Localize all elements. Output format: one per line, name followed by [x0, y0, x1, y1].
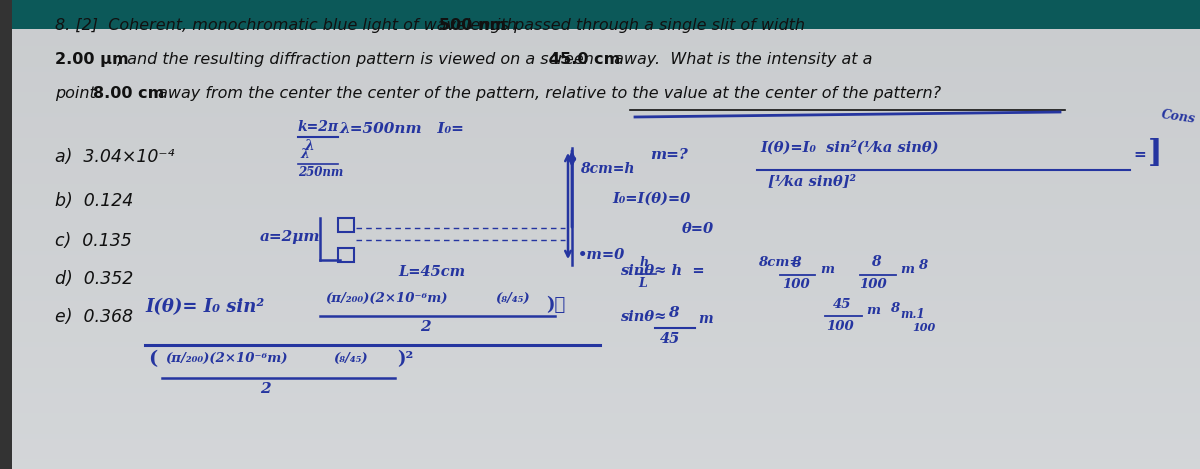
Text: 250nm: 250nm [298, 166, 343, 179]
Text: 100: 100 [912, 322, 935, 333]
Text: m=?: m=? [650, 148, 688, 162]
Text: m: m [820, 263, 834, 276]
Text: θ=0: θ=0 [682, 222, 714, 236]
Text: 8. [2]  Coherent, monochromatic blue light of wavelength: 8. [2] Coherent, monochromatic blue ligh… [55, 18, 522, 33]
Text: h: h [640, 256, 649, 269]
Text: 8: 8 [667, 306, 678, 320]
Text: (: ( [148, 350, 157, 368]
Text: L: L [638, 277, 647, 290]
Text: 8.00 cm: 8.00 cm [94, 86, 164, 101]
Text: 8cm=h: 8cm=h [580, 162, 635, 176]
Bar [338, 218, 354, 232]
Text: (π/₂₀₀)(2×10⁻⁶m): (π/₂₀₀)(2×10⁻⁶m) [166, 352, 288, 365]
Text: b)  0.124: b) 0.124 [55, 192, 133, 210]
Text: 8cm=: 8cm= [758, 256, 800, 269]
Text: λ: λ [305, 139, 314, 153]
Text: ]: ] [1148, 138, 1163, 169]
Text: point: point [55, 86, 101, 101]
Text: •m=0: •m=0 [578, 248, 625, 262]
Text: )⎸: )⎸ [546, 296, 565, 314]
Text: 8: 8 [890, 302, 899, 315]
Text: 2: 2 [259, 382, 270, 396]
Text: λ: λ [300, 148, 308, 161]
Text: I₀=I(θ)=0: I₀=I(θ)=0 [612, 192, 690, 206]
Text: (π/₂₀₀)(2×10⁻⁶m): (π/₂₀₀)(2×10⁻⁶m) [325, 292, 448, 305]
Text: )²: )² [397, 350, 413, 368]
Text: c)  0.135: c) 0.135 [55, 232, 132, 250]
Text: I(θ)= I₀ sin²: I(θ)= I₀ sin² [145, 298, 264, 316]
Text: 500 nm: 500 nm [439, 18, 506, 33]
Text: 8: 8 [791, 256, 800, 270]
Text: e)  0.368: e) 0.368 [55, 308, 133, 326]
Text: away from the center the center of the pattern, relative to the value at the cen: away from the center the center of the p… [154, 86, 941, 101]
Text: a=2μm: a=2μm [260, 230, 320, 244]
Text: m: m [900, 263, 914, 276]
Text: 100: 100 [826, 320, 854, 333]
Text: away.  What is the intensity at a: away. What is the intensity at a [610, 52, 872, 67]
Text: is passed through a single slit of width: is passed through a single slit of width [491, 18, 805, 33]
Text: =: = [1133, 148, 1146, 162]
Text: (₈/₄₅): (₈/₄₅) [334, 352, 367, 365]
Text: 8: 8 [871, 255, 881, 269]
Text: 100: 100 [859, 278, 887, 291]
Text: 8: 8 [918, 259, 928, 272]
Text: λ=500nm   I₀=: λ=500nm I₀= [340, 122, 464, 136]
Text: [⅟ka sinθ]²: [⅟ka sinθ]² [768, 174, 856, 188]
Bar [338, 248, 354, 262]
Text: sinθ≈: sinθ≈ [620, 310, 666, 324]
Text: sinθ≈ h  =: sinθ≈ h = [620, 264, 704, 278]
Text: (₈/₄₅): (₈/₄₅) [496, 292, 529, 305]
Text: 100: 100 [782, 278, 810, 291]
Text: m.1: m.1 [900, 308, 925, 321]
Text: Cons: Cons [1160, 108, 1196, 126]
Text: 45: 45 [833, 298, 851, 311]
Text: 2.00 μm: 2.00 μm [55, 52, 128, 67]
Text: L=45cm: L=45cm [398, 265, 466, 279]
Text: m: m [866, 304, 880, 317]
Text: m: m [698, 312, 713, 326]
Text: 2: 2 [420, 320, 431, 334]
Text: 45.0 cm: 45.0 cm [550, 52, 620, 67]
Text: 45: 45 [660, 332, 680, 346]
Text: I(θ)=I₀  sin²(⅟ka sinθ): I(θ)=I₀ sin²(⅟ka sinθ) [760, 140, 938, 154]
Text: d)  0.352: d) 0.352 [55, 270, 133, 288]
Text: a)  3.04×10⁻⁴: a) 3.04×10⁻⁴ [55, 148, 174, 166]
Text: k=2π: k=2π [298, 120, 340, 134]
Text: , and the resulting diffraction pattern is viewed on a screen: , and the resulting diffraction pattern … [118, 52, 599, 67]
